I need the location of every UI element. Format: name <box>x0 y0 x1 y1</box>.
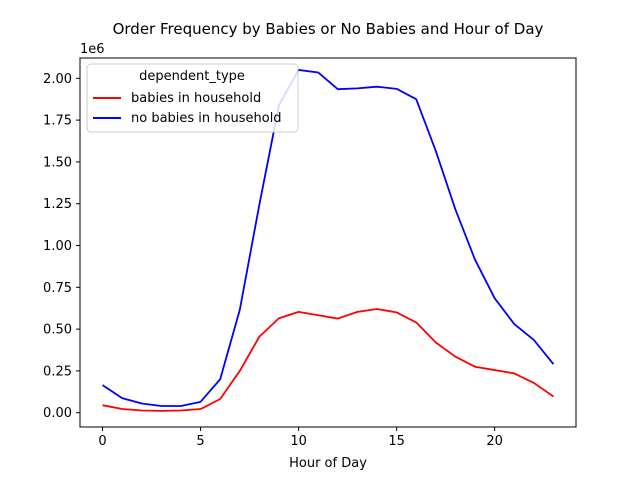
axes-frame <box>79 57 577 428</box>
x-tick-label: 5 <box>196 434 204 449</box>
legend-title: dependent_type <box>139 69 245 84</box>
x-tick-label: 15 <box>388 434 405 449</box>
series-group <box>102 69 555 412</box>
y-tick-label: 1.00 <box>43 239 72 254</box>
y-tick-label: 1.25 <box>43 197 72 212</box>
series-line-no-babies-in-household <box>102 69 555 407</box>
y-tick-label: 0.75 <box>43 281 72 296</box>
chart-title: Order Frequency by Babies or No Babies a… <box>113 20 544 38</box>
axes: 0 5 10 15 20 0.00 0.25 0.50 0.75 1.00 1.25 1.50 1.75… <box>43 57 577 449</box>
legend: dependent_type babies in household no ba… <box>86 63 299 133</box>
y-tick-label: 0.50 <box>43 323 72 338</box>
legend-label-babies: babies in household <box>131 91 261 106</box>
x-tick-label: 10 <box>290 434 307 449</box>
y-tick-label: 0.00 <box>43 406 72 421</box>
series-line-babies-in-household <box>102 308 554 412</box>
y-tick-label: 1.50 <box>43 155 72 170</box>
x-tick-label: 20 <box>486 434 503 449</box>
y-tick-label: 0.25 <box>43 364 72 379</box>
y-tick-label: 1.75 <box>43 114 72 129</box>
legend-label-no-babies: no babies in household <box>131 111 282 126</box>
x-tick-label: 0 <box>98 434 106 449</box>
y-axis-offset-label: 1e6 <box>80 42 105 57</box>
x-axis-label: Hour of Day <box>289 456 367 471</box>
y-tick-label: 2.00 <box>43 72 72 87</box>
legend-box <box>86 63 299 133</box>
